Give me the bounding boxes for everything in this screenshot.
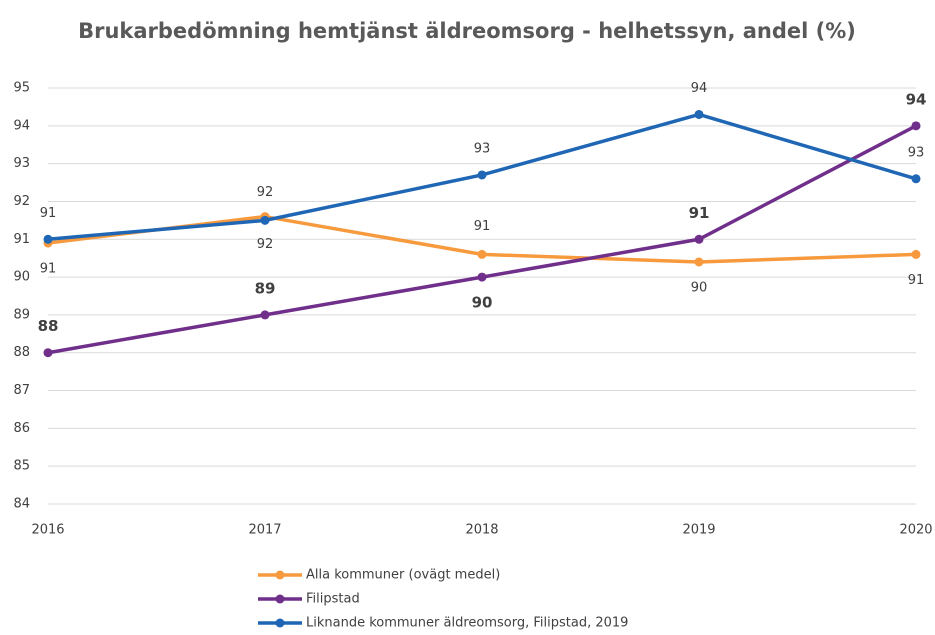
data-label: 91: [474, 219, 491, 234]
legend-marker: [275, 594, 285, 604]
y-tick-label: 86: [13, 421, 30, 436]
y-tick-label: 92: [13, 194, 30, 209]
data-label: 92: [257, 185, 274, 200]
data-point: [694, 109, 704, 119]
x-tick-label: 2019: [682, 523, 715, 538]
x-tick-label: 2020: [899, 523, 932, 538]
legend-label: Alla kommuner (ovägt medel): [306, 568, 500, 583]
legend-label: Liknande kommuner äldreomsorg, Filipstad…: [306, 616, 628, 631]
data-point: [477, 272, 487, 282]
data-point: [694, 234, 704, 244]
y-tick-label: 94: [13, 118, 30, 133]
x-tick-label: 2018: [465, 523, 498, 538]
y-tick-label: 89: [13, 307, 30, 322]
data-label: 91: [40, 206, 57, 221]
data-label: 93: [474, 141, 491, 156]
data-label: 90: [691, 280, 708, 295]
data-point: [911, 249, 921, 259]
y-tick-label: 84: [13, 497, 30, 512]
data-point: [911, 121, 921, 131]
x-tick-label: 2017: [248, 523, 281, 538]
y-tick-label: 95: [13, 81, 30, 96]
legend-label: Filipstad: [306, 592, 360, 607]
y-tick-label: 91: [13, 232, 30, 247]
y-tick-label: 90: [13, 270, 30, 285]
chart-title: Brukarbedömning hemtjänst äldreomsorg - …: [78, 19, 856, 43]
y-tick-label: 85: [13, 459, 30, 474]
data-point: [477, 249, 487, 259]
y-tick-label: 93: [13, 156, 30, 171]
data-point: [911, 174, 921, 184]
data-point: [477, 170, 487, 180]
x-tick-label: 2016: [31, 523, 64, 538]
data-label: 91: [40, 262, 57, 277]
data-label: 89: [255, 279, 276, 297]
y-tick-label: 88: [13, 345, 30, 360]
data-point: [43, 234, 53, 244]
data-label: 93: [908, 145, 925, 160]
data-label: 94: [691, 81, 708, 96]
legend-marker: [275, 618, 285, 628]
data-label: 91: [908, 273, 925, 288]
data-label: 88: [38, 317, 59, 335]
legend-marker: [275, 570, 285, 580]
data-point: [694, 257, 704, 267]
data-label: 92: [257, 237, 274, 252]
data-point: [260, 310, 270, 320]
data-point: [43, 348, 53, 358]
data-label: 90: [472, 294, 493, 312]
data-label: 94: [906, 90, 927, 108]
data-point: [260, 215, 270, 225]
y-tick-label: 87: [13, 383, 30, 398]
data-label: 91: [689, 204, 710, 222]
